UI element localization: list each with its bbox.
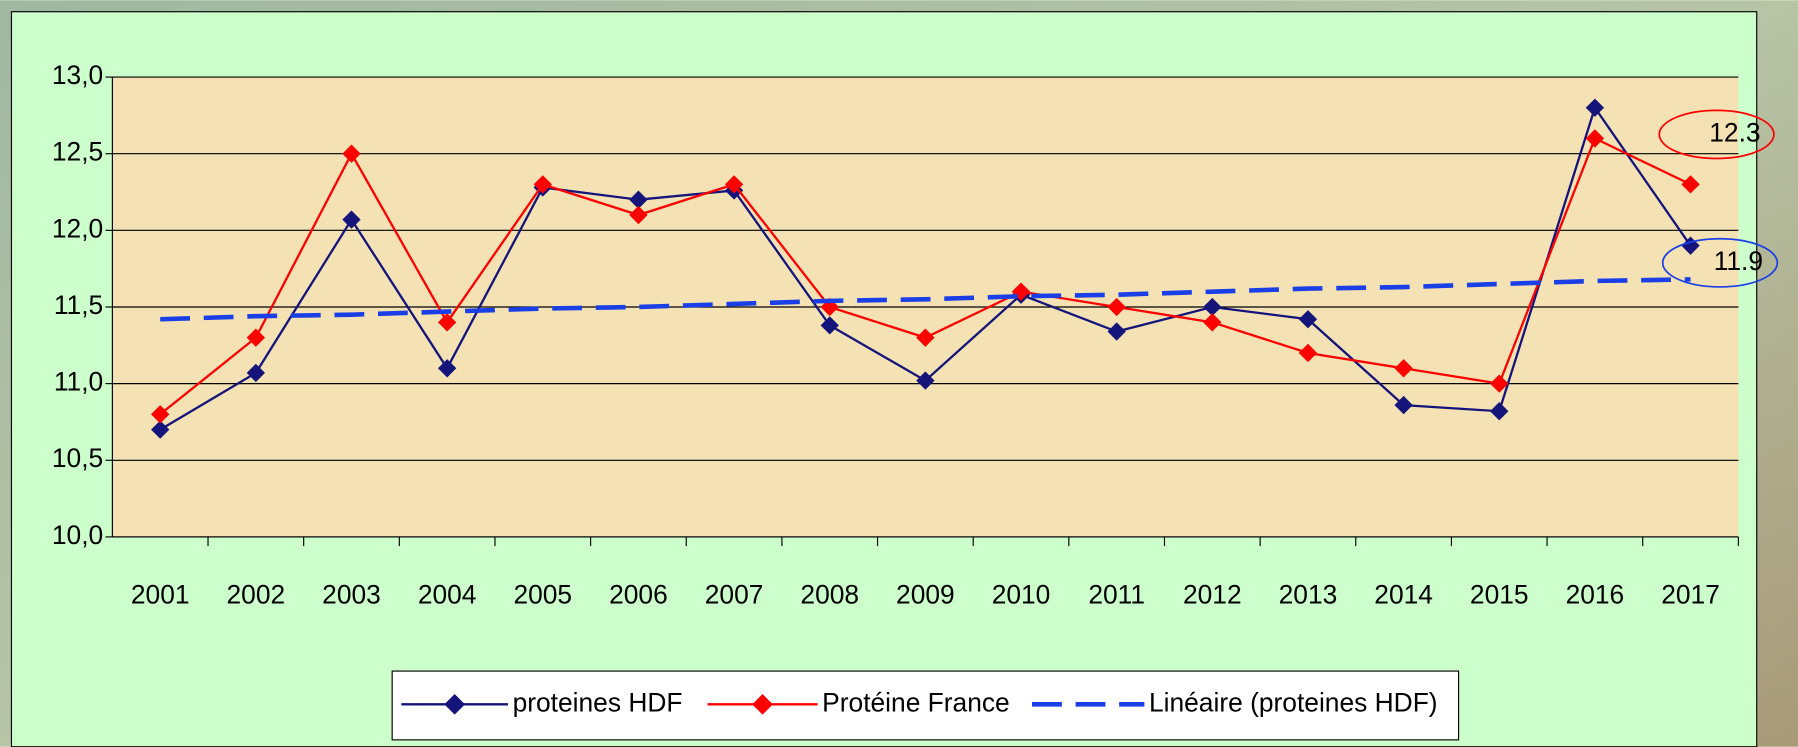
x-tick-label: 2007 — [705, 579, 764, 609]
x-tick-label: 2013 — [1279, 579, 1338, 609]
y-tick-label: 13,0 — [52, 60, 103, 90]
x-tick-label: 2010 — [992, 579, 1051, 609]
legend-label: proteines HDF — [513, 687, 683, 717]
x-tick-label: 2017 — [1661, 579, 1720, 609]
y-tick-label: 10,5 — [52, 443, 103, 473]
legend-label: Protéine France — [822, 687, 1010, 717]
annotation: 11.9 — [1714, 246, 1763, 276]
x-tick-label: 2003 — [322, 579, 381, 609]
x-tick-label: 2016 — [1566, 579, 1625, 609]
y-tick-label: 12,0 — [52, 213, 103, 243]
x-tick-label: 2008 — [800, 579, 859, 609]
x-tick-label: 2004 — [418, 579, 477, 609]
chart: 10,0 10,5 11,0 11,5 12,0 12,5 13,0 2001 2002 2003… — [0, 0, 1798, 747]
annotation: 12.3 — [1709, 117, 1760, 147]
x-tick-label: 2015 — [1470, 579, 1529, 609]
x-tick-label: 2012 — [1183, 579, 1242, 609]
y-tick-label: 11,0 — [54, 367, 103, 397]
x-tick-label: 2002 — [227, 579, 286, 609]
x-tick-label: 2011 — [1088, 579, 1145, 609]
x-tick-label: 2014 — [1374, 579, 1433, 609]
legend-label: Linéaire (proteines HDF) — [1149, 687, 1438, 717]
x-tick-label: 2009 — [896, 579, 955, 609]
x-tick-label: 2006 — [609, 579, 668, 609]
y-tick-label: 12,5 — [52, 137, 103, 167]
x-tick-label: 2005 — [513, 579, 572, 609]
y-tick-label: 11,5 — [54, 290, 103, 320]
x-tick-label: 2001 — [131, 579, 190, 609]
y-tick-label: 10,0 — [52, 520, 103, 550]
